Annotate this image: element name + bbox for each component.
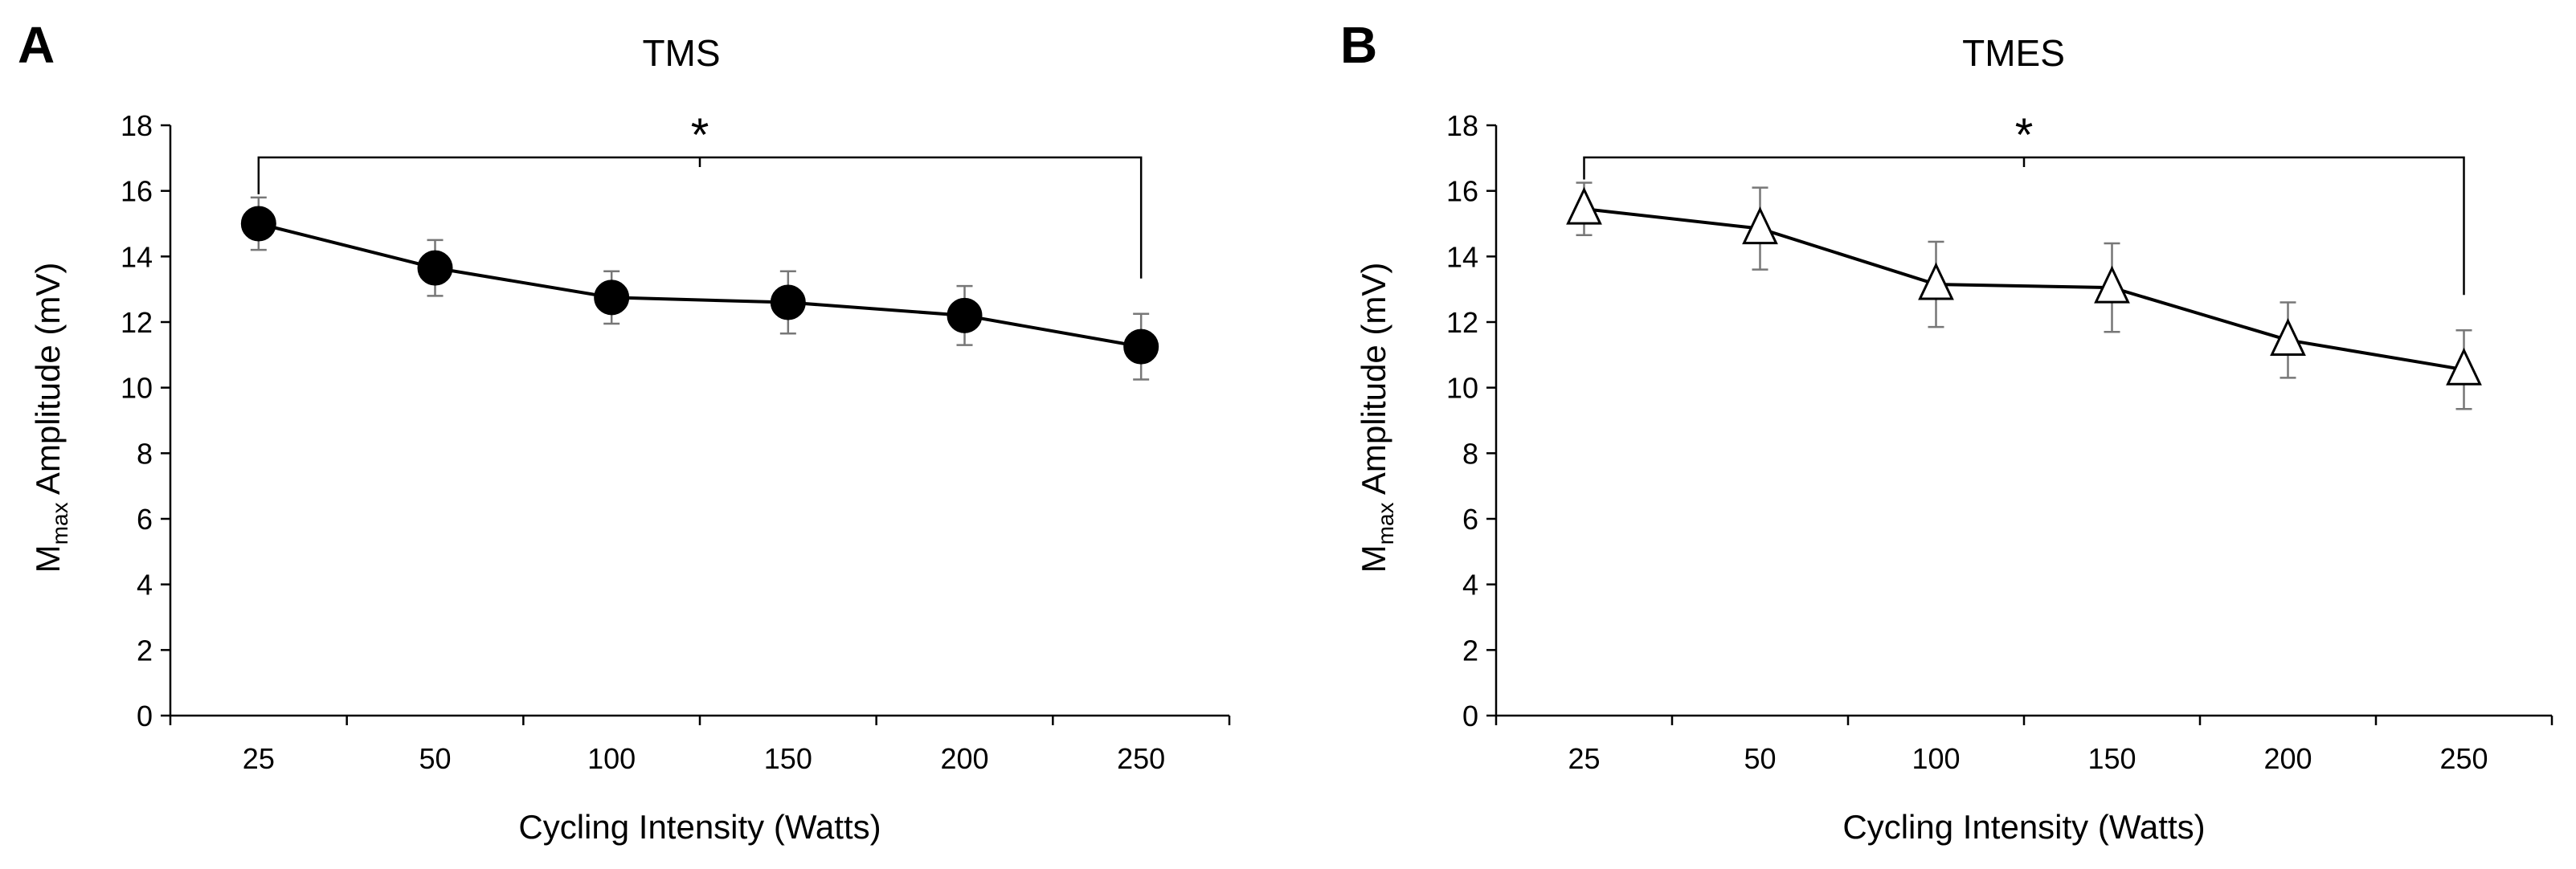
data-point xyxy=(2446,347,2482,386)
y-tick-label: 18 xyxy=(1446,109,1478,142)
y-tick-label: 12 xyxy=(121,306,153,339)
x-tick-label: 25 xyxy=(1568,742,1600,775)
panel-a: A TMS 0 2 4 6 8 10 12 14 16 18 25 50 100 150 200 250 Cycli… xyxy=(18,16,1231,846)
y-axis-label: Mmax Amplitude (mV) xyxy=(1355,263,1398,573)
significance-bracket xyxy=(257,156,1143,279)
y-tick-label: 10 xyxy=(1446,372,1478,405)
data-point xyxy=(2094,265,2130,304)
y-tick-label: 14 xyxy=(121,240,153,273)
y-tick-label: 4 xyxy=(137,569,153,602)
y-tick-label: 6 xyxy=(137,503,153,536)
data-point xyxy=(1742,206,1778,245)
significance-star: * xyxy=(691,109,709,161)
x-tick-label: 100 xyxy=(1912,742,1960,775)
data-point xyxy=(1918,262,1954,300)
y-tick-label: 4 xyxy=(1462,569,1478,602)
y-tick-label: 14 xyxy=(1446,240,1478,273)
data-point xyxy=(770,284,806,320)
y-tick-label: 8 xyxy=(137,437,153,470)
data-point xyxy=(417,250,453,286)
significance-bracket xyxy=(1583,156,2465,296)
x-axis-label: Cycling Intensity (Watts) xyxy=(518,808,881,846)
x-tick-label: 250 xyxy=(1117,742,1165,775)
x-axis-label: Cycling Intensity (Watts) xyxy=(1842,808,2205,846)
panel-letter: B xyxy=(1340,16,1377,74)
y-tick-label: 0 xyxy=(1462,700,1478,732)
chart-title: TMES xyxy=(1962,32,2065,74)
y-tick-label: 0 xyxy=(137,700,153,732)
x-tick-label: 50 xyxy=(1744,742,1776,775)
series-line xyxy=(1584,207,2464,372)
y-tick-label: 10 xyxy=(121,372,153,405)
y-axis-label: Mmax Amplitude (mV) xyxy=(29,263,72,573)
data-point xyxy=(594,279,630,316)
y-tick-label: 18 xyxy=(121,109,153,142)
x-tick-label: 25 xyxy=(243,742,275,775)
x-tick-label: 250 xyxy=(2439,742,2488,775)
significance-star: * xyxy=(2015,109,2034,161)
data-point xyxy=(1566,186,1602,225)
x-tick-label: 100 xyxy=(587,742,636,775)
x-tick-label: 200 xyxy=(2263,742,2312,775)
y-tick-label: 12 xyxy=(1446,306,1478,339)
y-tick-label: 16 xyxy=(1446,175,1478,208)
panel-b: B TMES 0 2 4 6 8 10 12 14 16 18 25 50 100 150 200 250 Cycl… xyxy=(1340,16,2554,846)
y-tick-label: 6 xyxy=(1462,503,1478,536)
chart-title: TMS xyxy=(642,32,720,74)
x-tick-label: 200 xyxy=(940,742,988,775)
x-tick-label: 150 xyxy=(764,742,812,775)
y-tick-label: 2 xyxy=(1462,634,1478,667)
x-tick-label: 150 xyxy=(2087,742,2136,775)
data-point xyxy=(1123,328,1159,365)
x-tick-label: 50 xyxy=(419,742,451,775)
data-point xyxy=(2270,317,2306,356)
panel-letter: A xyxy=(18,16,55,74)
series-line xyxy=(258,222,1142,349)
y-tick-label: 2 xyxy=(137,634,153,667)
y-tick-label: 16 xyxy=(121,175,153,208)
data-point xyxy=(240,206,276,242)
y-tick-label: 8 xyxy=(1462,437,1478,470)
data-point xyxy=(947,297,983,333)
